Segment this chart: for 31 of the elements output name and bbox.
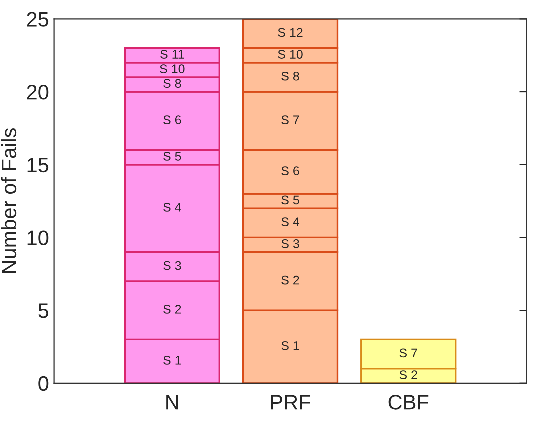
y-tick-label: 25 [27, 12, 49, 27]
y-tick-label: 15 [28, 158, 49, 173]
series-label: S 3 [282, 239, 300, 248]
text: S 2 [164, 305, 182, 314]
series-label: S 8 [164, 79, 182, 88]
series-label: S 2 [400, 370, 418, 380]
text: S 6 [164, 116, 182, 125]
y-tick-label: 5 [38, 304, 49, 318]
y-tick-label: 10 [28, 230, 49, 246]
text: S 7 [282, 116, 300, 125]
text: S 10 [160, 64, 185, 74]
text: S 4 [164, 203, 182, 212]
text: S 5 [282, 196, 300, 205]
x-tick-label: N [166, 395, 178, 410]
text: S 2 [282, 276, 300, 285]
x-tick-label: PRF [271, 395, 311, 410]
series-label: S 12 [278, 28, 303, 38]
text: S 3 [164, 261, 182, 270]
x-tick-label: CBF [388, 395, 429, 410]
text: S 8 [282, 72, 300, 81]
y-tick-label: 20 [27, 85, 49, 100]
text: S 1 [282, 341, 300, 350]
series-label: S 4 [282, 218, 300, 226]
series-label: S 7 [400, 348, 418, 358]
series-label: S 6 [282, 166, 300, 176]
series-label: S 11 [160, 50, 184, 59]
series-label: S 1 [164, 356, 182, 365]
y-tick-label: 0 [38, 376, 49, 392]
series-label: S 5 [164, 152, 182, 161]
series-label: S 10 [278, 50, 303, 59]
y-axis-title: Number of Fails [1, 128, 17, 274]
